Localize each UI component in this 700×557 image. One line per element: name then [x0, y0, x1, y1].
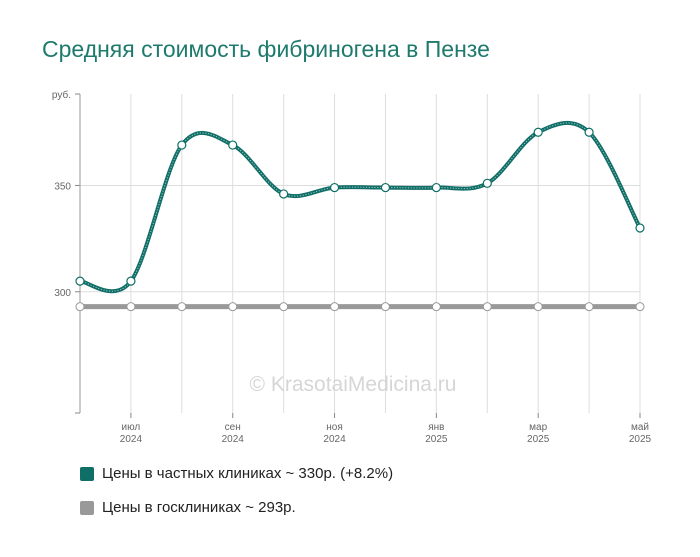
x-tick-label-month: мар [529, 422, 547, 433]
x-tick-label-year: 2024 [120, 434, 143, 445]
legend-swatch-public [80, 500, 94, 515]
data-point-public [279, 302, 289, 312]
x-tick-label-month: янв [428, 422, 444, 433]
x-tick-label-month: июл [122, 422, 141, 433]
series-line-private [79, 121, 642, 294]
legend-label-private: Цены в частных клиниках ~ 330р. (+8.2%) [102, 465, 394, 482]
data-point-private [533, 127, 543, 137]
data-point-private [177, 140, 187, 150]
legend-swatch-private [80, 466, 94, 481]
data-point-public [635, 302, 645, 312]
data-point-public [584, 302, 594, 312]
data-point-private [126, 276, 136, 286]
data-point-public [126, 302, 136, 312]
x-tick-label-month: май [631, 422, 649, 433]
data-point-public [75, 302, 85, 312]
data-point-public [482, 302, 492, 312]
data-point-private [584, 127, 594, 137]
x-tick-label-month: ноя [326, 422, 343, 433]
data-point-public [533, 302, 543, 312]
legend-item-public[interactable]: Цены в госклиниках ~ 293р. [80, 499, 296, 516]
series-line-private-texture [79, 122, 641, 292]
x-tick-label-year: 2024 [323, 434, 346, 445]
data-point-public [330, 302, 340, 312]
x-tick-label-year: 2025 [425, 434, 448, 445]
data-point-private [431, 182, 441, 193]
data-point-public [380, 302, 390, 312]
y-axis-label: руб. [52, 89, 71, 101]
data-point-public [228, 302, 238, 312]
legend-label-public: Цены в госклиниках ~ 293р. [102, 499, 296, 516]
x-tick-label-month: сен [225, 422, 241, 433]
data-point-public [177, 302, 187, 312]
x-tick-label-year: 2025 [527, 434, 550, 445]
x-tick-label-year: 2024 [222, 434, 245, 445]
y-tick-label: 350 [54, 181, 71, 192]
legend-item-private[interactable]: Цены в частных клиниках ~ 330р. (+8.2%) [80, 465, 393, 482]
data-point-private [279, 189, 289, 199]
y-tick-label: 300 [54, 288, 71, 299]
watermark: © KrasotaiMedicina.ru [250, 373, 457, 396]
data-point-private [228, 140, 238, 150]
data-point-public [431, 302, 441, 312]
x-tick-label-year: 2025 [629, 434, 652, 445]
data-point-private [75, 276, 85, 286]
data-point-private [482, 178, 492, 188]
data-point-private [380, 182, 391, 193]
data-point-private [635, 223, 645, 233]
chart-title: Средняя стоимость фибриногена в Пензе [42, 36, 490, 62]
data-point-private [329, 182, 340, 193]
